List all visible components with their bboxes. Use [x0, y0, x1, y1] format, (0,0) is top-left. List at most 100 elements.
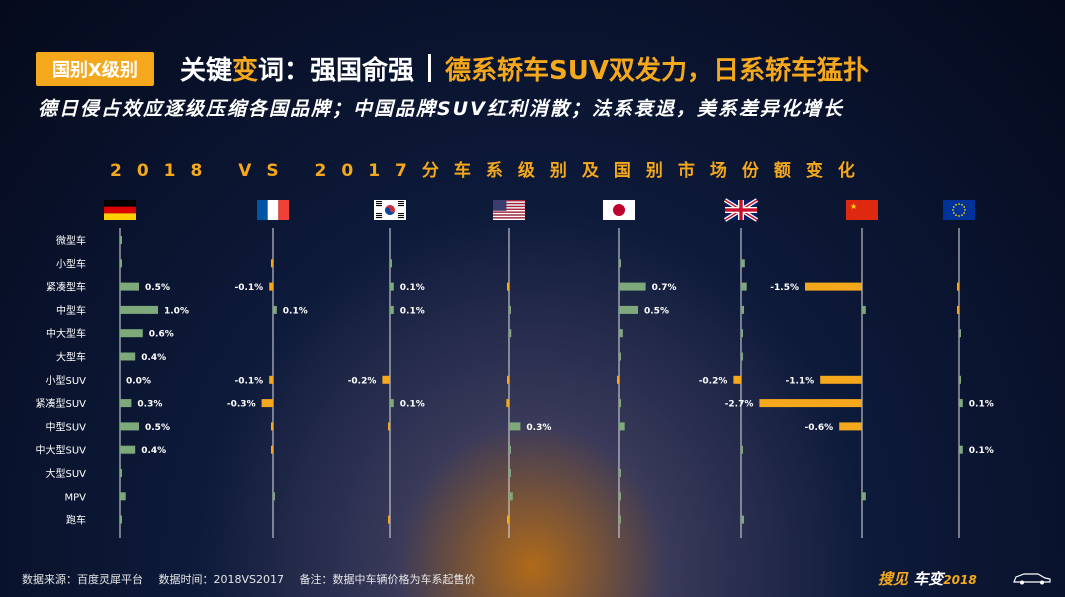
- category-label: 中大型车: [46, 327, 86, 340]
- bar: [120, 515, 122, 524]
- category-label: 紧凑型SUV: [35, 397, 86, 410]
- category-label: MPV: [65, 492, 87, 503]
- bar: [619, 515, 621, 524]
- bar: [509, 305, 511, 314]
- bar: [619, 282, 646, 291]
- data-label: 0.5%: [145, 283, 170, 293]
- bar: [619, 352, 621, 361]
- car-icon: [1013, 573, 1051, 585]
- china-flag-icon: ★: [846, 200, 878, 220]
- title-separator: [428, 54, 432, 82]
- category-label: 中大型SUV: [35, 444, 86, 457]
- bar: [741, 329, 743, 338]
- bar: [820, 375, 862, 384]
- france-flag-icon: [257, 200, 289, 220]
- bar: [120, 352, 136, 361]
- data-label: 0.3%: [137, 400, 162, 410]
- bar: [741, 282, 747, 291]
- bar: [507, 375, 509, 384]
- category-label: 中型SUV: [45, 420, 86, 433]
- category-label: 大型车: [56, 351, 86, 364]
- bar: [120, 282, 139, 291]
- data-label: -0.3%: [227, 400, 256, 410]
- section-tag: 国别X级别: [36, 52, 154, 86]
- bar: [509, 469, 511, 477]
- bar: [959, 375, 961, 384]
- data-label: 0.4%: [141, 446, 166, 456]
- bar: [120, 399, 132, 408]
- svg-text:★: ★: [850, 202, 857, 211]
- bar: [120, 469, 122, 477]
- category-label: 大型SUV: [45, 467, 86, 480]
- bar: [261, 399, 273, 408]
- data-label: 0.7%: [652, 283, 677, 293]
- bar: [619, 492, 621, 501]
- data-label: -1.5%: [770, 283, 799, 293]
- data-label: 0.4%: [141, 353, 166, 363]
- bar: [619, 422, 625, 431]
- bar: [509, 445, 511, 454]
- data-label: 0.1%: [283, 306, 308, 316]
- bar: [271, 422, 273, 431]
- footer-source: 数据来源：百度灵犀平台: [22, 573, 143, 586]
- footer-time: 数据时间：2018VS2017: [158, 573, 285, 586]
- footer: 数据来源：百度灵犀平台 数据时间：2018VS2017 备注：数据中车辆价格为车…: [22, 571, 488, 587]
- bar: [509, 329, 512, 338]
- bar: [957, 305, 959, 314]
- bar: [271, 259, 273, 268]
- bar: [382, 375, 390, 384]
- bar: [741, 352, 743, 361]
- japan-flag-icon: [603, 200, 635, 220]
- bar: [617, 375, 619, 384]
- data-label: 0.1%: [969, 400, 994, 410]
- data-label: -2.7%: [725, 400, 754, 410]
- bar: [619, 469, 621, 477]
- bar: [959, 445, 963, 454]
- data-label: 0.1%: [969, 446, 994, 456]
- brand-part3: 2018: [943, 573, 977, 587]
- bar: [269, 282, 273, 291]
- bar: [390, 259, 392, 268]
- footer-note: 备注：数据中车辆价格为车系起售价: [299, 573, 476, 586]
- bar: [741, 259, 745, 268]
- data-label: -1.1%: [785, 376, 814, 386]
- data-label: -0.1%: [234, 376, 263, 386]
- category-label: 跑车: [66, 514, 86, 527]
- data-label: -0.1%: [234, 283, 263, 293]
- data-label: 0.3%: [526, 423, 551, 433]
- data-label: 0.6%: [149, 330, 174, 340]
- bar: [957, 282, 959, 291]
- germany-flag-icon: [104, 200, 136, 220]
- bar: [120, 329, 143, 338]
- bar: [759, 399, 862, 408]
- data-label: -0.2%: [348, 376, 377, 386]
- bar: [120, 422, 139, 431]
- bar: [507, 282, 509, 291]
- data-label: 0.1%: [400, 400, 425, 410]
- title-part2: 词：强国俞强: [258, 55, 415, 86]
- chart-title: 2018 VS 2017分车系级别及国别市场份额变化: [110, 161, 870, 181]
- data-label: 1.0%: [164, 306, 189, 316]
- bar: [862, 492, 866, 501]
- bar: [269, 375, 273, 384]
- category-label: 小型SUV: [45, 374, 86, 387]
- category-label: 小型车: [56, 257, 86, 270]
- bar: [388, 515, 390, 524]
- data-label: -0.2%: [699, 376, 728, 386]
- bar: [805, 282, 862, 291]
- bar: [619, 259, 621, 268]
- korea-flag-icon: [374, 200, 406, 220]
- bar: [120, 236, 122, 244]
- category-label: 紧凑型车: [46, 281, 86, 294]
- bar: [619, 399, 621, 408]
- bar: [120, 259, 122, 268]
- bar: [619, 305, 638, 314]
- category-label: 中型车: [56, 304, 86, 317]
- bar: [506, 399, 509, 408]
- usa-flag-icon: [493, 200, 525, 220]
- bar: [271, 445, 273, 454]
- bar: [839, 422, 862, 431]
- bar: [273, 305, 277, 314]
- data-label: 0.1%: [400, 283, 425, 293]
